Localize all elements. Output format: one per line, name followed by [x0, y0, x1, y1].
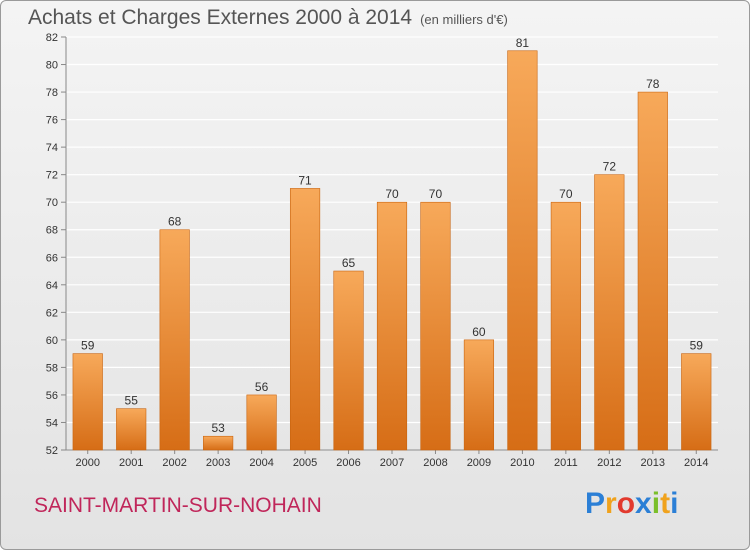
data-label: 81 — [516, 36, 530, 50]
x-tick-label: 2009 — [467, 457, 491, 469]
y-tick-label: 74 — [46, 142, 58, 154]
x-tick-label: 2002 — [162, 457, 186, 469]
y-tick-label: 62 — [46, 307, 58, 319]
logo-letter: P — [585, 487, 606, 520]
bar-2009 — [463, 339, 495, 451]
data-label: 78 — [646, 77, 660, 91]
bar-2011 — [550, 201, 581, 451]
y-tick-label: 80 — [46, 60, 58, 72]
bar-2008 — [420, 201, 451, 451]
chart-title: Achats et Charges Externes 2000 à 2014 (e… — [28, 6, 508, 30]
data-label: 65 — [342, 256, 356, 270]
y-tick-label: 82 — [46, 32, 58, 44]
logo-letter: i — [670, 487, 679, 520]
bars — [72, 50, 712, 451]
labels: 52 54 56 58 60 62 64 66 68 70 72 74 76 78 80 82 59 2000 55… — [46, 32, 709, 469]
proxiti-logo: Proxiti — [585, 487, 678, 521]
y-tick-label: 66 — [46, 252, 58, 264]
y-tick-label: 72 — [46, 170, 58, 182]
bar-2014 — [681, 353, 712, 451]
bar-2006 — [333, 270, 364, 451]
x-tick-label: 2000 — [75, 457, 99, 469]
data-label: 70 — [385, 187, 399, 201]
chart-unit: (en milliers d'€) — [420, 12, 508, 27]
bar-2004 — [246, 394, 277, 451]
bar-2005 — [289, 188, 321, 451]
data-label: 55 — [125, 394, 139, 408]
x-tick-label: 2003 — [206, 457, 230, 469]
logo-letter: o — [616, 487, 636, 520]
bar-2002 — [159, 229, 190, 451]
x-tick-label: 2005 — [293, 457, 317, 469]
data-label: 68 — [168, 215, 182, 229]
data-label: 53 — [211, 421, 225, 435]
bar-2001 — [116, 408, 147, 451]
bar-2007 — [376, 201, 408, 451]
bar-2003 — [203, 435, 234, 451]
x-tick-label: 2001 — [119, 457, 143, 469]
y-tick-label: 60 — [46, 335, 58, 347]
y-tick-label: 58 — [46, 362, 58, 374]
data-label: 60 — [472, 325, 486, 339]
y-tick-label: 78 — [46, 87, 58, 99]
x-tick-label: 2014 — [684, 457, 708, 469]
y-tick-label: 76 — [46, 115, 58, 127]
chart-title-text: Achats et Charges Externes 2000 à 2014 — [28, 6, 413, 29]
y-tick-label: 68 — [46, 225, 58, 237]
x-tick-label: 2012 — [597, 457, 621, 469]
bar-2012 — [594, 174, 625, 451]
data-label: 70 — [429, 187, 443, 201]
logo-letter: t — [660, 487, 671, 520]
x-tick-label: 2011 — [554, 457, 578, 469]
logo-letter: i — [651, 487, 661, 520]
logo-letter: r — [605, 487, 617, 520]
x-tick-label: 2004 — [249, 457, 273, 469]
data-label: 72 — [603, 160, 617, 174]
y-tick-label: 52 — [46, 445, 58, 457]
data-label: 71 — [298, 173, 312, 187]
bar-2010 — [507, 50, 538, 451]
commune-name: SAINT-MARTIN-SUR-NOHAIN — [34, 494, 322, 517]
y-tick-label: 56 — [46, 390, 58, 402]
data-label: 59 — [81, 339, 95, 353]
data-label: 56 — [255, 380, 269, 394]
data-label: 70 — [559, 187, 573, 201]
x-tick-label: 2006 — [336, 457, 360, 469]
x-tick-label: 2013 — [641, 457, 665, 469]
logo-letter: x — [635, 487, 652, 520]
data-label: 59 — [690, 339, 704, 353]
x-tick-label: 2010 — [510, 457, 534, 469]
bar-2000 — [72, 353, 103, 451]
y-tick-label: 54 — [46, 417, 58, 429]
x-tick-label: 2008 — [423, 457, 447, 469]
y-tick-label: 64 — [46, 280, 58, 292]
y-tick-label: 70 — [46, 197, 58, 209]
bar-2013 — [637, 91, 668, 451]
x-tick-label: 2007 — [380, 457, 404, 469]
